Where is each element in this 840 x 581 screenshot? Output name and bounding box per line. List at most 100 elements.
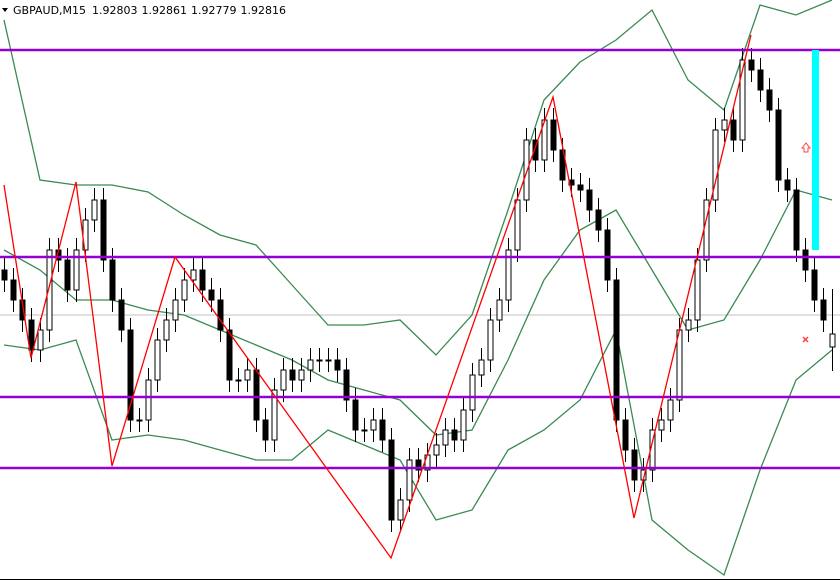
candle-body: [406, 459, 413, 501]
candle-body: [37, 329, 44, 351]
candle-body: [604, 229, 611, 281]
candle-body: [721, 119, 728, 131]
close-price: 1.92816: [241, 4, 287, 17]
candle-body: [163, 319, 170, 341]
candle-body: [478, 359, 485, 376]
candle-body: [370, 419, 377, 431]
candle-body: [622, 419, 629, 451]
candle-body: [739, 59, 746, 141]
levels-layer: [0, 48, 840, 470]
candle-body: [820, 299, 827, 321]
candle-body: [613, 279, 620, 421]
candle-body: [469, 374, 476, 411]
candle-body: [280, 369, 287, 391]
candle-body: [136, 419, 143, 422]
candle-body: [208, 289, 215, 301]
candle-body: [244, 369, 251, 381]
candle-body: [343, 369, 350, 401]
candle-body: [352, 399, 359, 431]
candle-body: [829, 333, 836, 348]
candle-body: [307, 359, 314, 371]
candle-body: [100, 199, 107, 261]
candle-body: [172, 299, 179, 321]
candle-body: [712, 129, 719, 201]
candle-body: [1, 269, 8, 281]
candle-body: [415, 459, 422, 471]
candle-body: [586, 189, 593, 211]
candle-body: [514, 199, 521, 251]
bands-layer: [3, 0, 833, 577]
candle-body: [226, 329, 233, 381]
candle-body: [631, 449, 638, 481]
candle-body: [496, 299, 503, 321]
candle-body: [523, 139, 530, 201]
candle-body: [325, 359, 332, 362]
candle-body: [775, 109, 782, 181]
candle-body: [658, 419, 665, 431]
cross-marker: [802, 336, 809, 343]
candle-body: [766, 89, 773, 111]
candle-body: [505, 249, 512, 301]
band-line: [3, 0, 833, 356]
candle-body: [217, 299, 224, 331]
candle-body: [667, 399, 674, 421]
candle-body: [361, 429, 368, 432]
candle-body: [28, 319, 35, 351]
candle-body: [289, 369, 296, 381]
chart-header: GBPAUD,M15 1.92803 1.92861 1.92779 1.92816: [13, 4, 286, 17]
candle-body: [64, 259, 71, 291]
open-price: 1.92803: [92, 4, 138, 17]
candle-body: [388, 439, 395, 521]
candle-body: [46, 249, 53, 331]
candle-body: [793, 189, 800, 251]
candle-body: [433, 444, 440, 456]
candle-body: [748, 59, 755, 71]
candles-layer: [1, 48, 836, 532]
candle-body: [694, 259, 701, 321]
menu-triangle: [2, 8, 8, 12]
candle-body: [577, 184, 584, 191]
candle-body: [181, 279, 188, 301]
symbol: GBPAUD,M15: [13, 4, 86, 17]
candle-body: [73, 249, 80, 291]
candle-body: [199, 269, 206, 291]
zigzag-line: [3, 34, 752, 560]
candle-body: [145, 379, 152, 421]
low-price: 1.92779: [191, 4, 237, 17]
candle-body: [487, 319, 494, 361]
candle-body: [262, 419, 269, 441]
candle-body: [91, 199, 98, 221]
candle-body: [676, 329, 683, 401]
candle-body: [532, 139, 539, 161]
candle-body: [109, 259, 116, 301]
high-price: 1.92861: [142, 4, 188, 17]
candle-body: [802, 249, 809, 271]
candle-body: [595, 209, 602, 231]
up-arrow: [800, 142, 812, 153]
candle-body: [397, 499, 404, 521]
candle-body: [190, 269, 197, 281]
candle-body: [154, 339, 161, 381]
candle-body: [298, 369, 305, 381]
candle-body: [271, 389, 278, 441]
band-line: [3, 189, 833, 436]
candle-body: [685, 319, 692, 331]
candle-body: [379, 419, 386, 441]
candle-body: [559, 149, 566, 181]
candle-body: [10, 279, 17, 301]
candle-body: [451, 429, 458, 441]
candle-body: [235, 379, 242, 382]
candle-body: [811, 269, 818, 301]
candle-body: [334, 359, 341, 371]
zigzag-layer: [3, 34, 752, 560]
candle-body: [784, 179, 791, 191]
candle-body: [460, 409, 467, 441]
candle-body: [316, 359, 323, 362]
candle-body: [253, 369, 260, 421]
candle-body: [118, 299, 125, 331]
candle-body: [127, 329, 134, 421]
candle-body: [550, 119, 557, 151]
candle-body: [442, 429, 449, 446]
